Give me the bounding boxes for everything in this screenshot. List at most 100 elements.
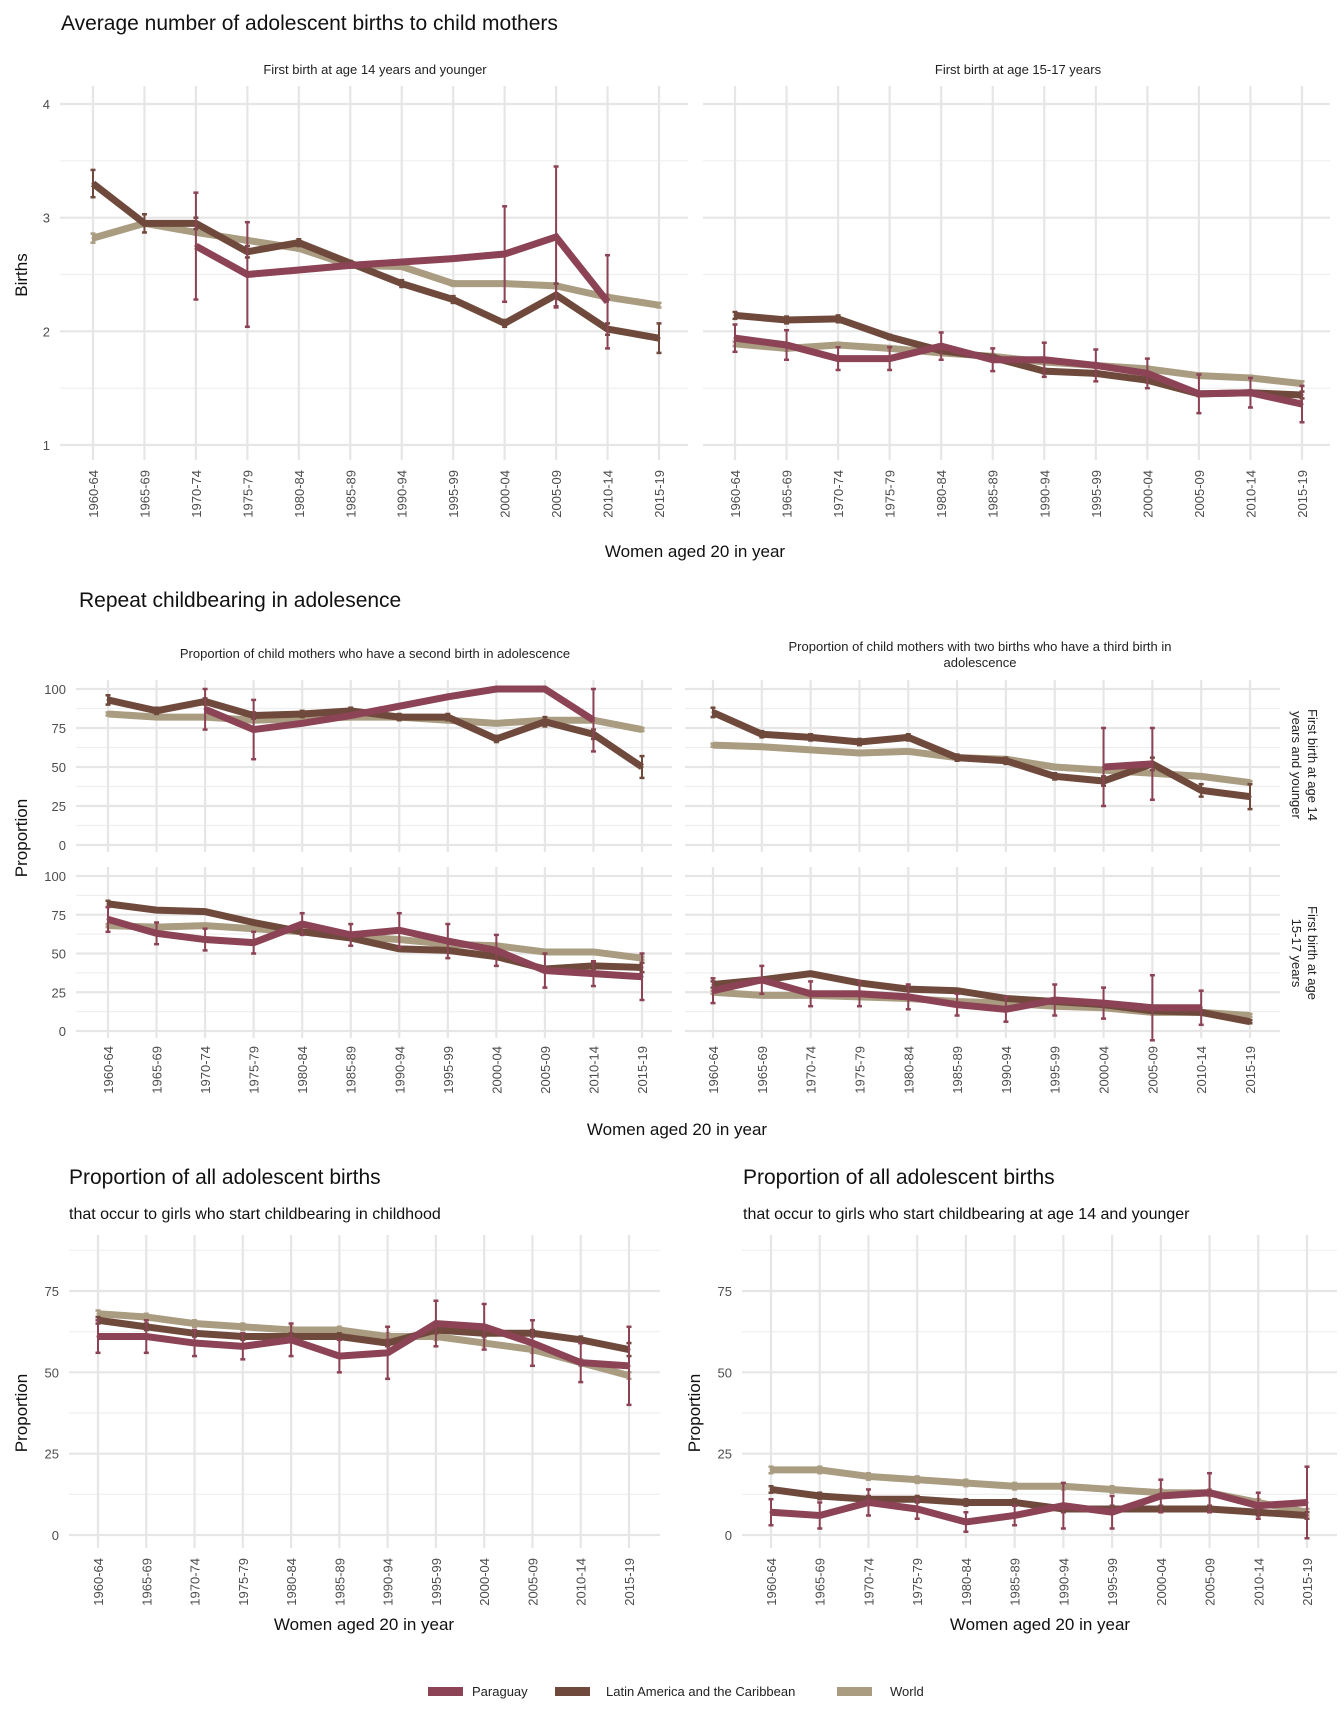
x-tick-label: 1970-74 bbox=[188, 1558, 203, 1606]
data-point bbox=[836, 357, 840, 361]
x-tick-label: 2005-09 bbox=[525, 1558, 540, 1606]
data-point bbox=[554, 235, 558, 239]
data-point bbox=[144, 1335, 148, 1339]
x-tick-label: 1960-64 bbox=[706, 1046, 721, 1094]
x-tick-label: 1975-79 bbox=[236, 1558, 251, 1606]
data-point bbox=[1102, 1001, 1106, 1005]
x-tick-label: 2015-19 bbox=[1295, 470, 1310, 518]
data-point bbox=[1053, 998, 1057, 1002]
data-point bbox=[400, 282, 404, 286]
y-tick-label: 3 bbox=[43, 211, 50, 226]
data-point bbox=[434, 1322, 438, 1326]
x-tick-label: 2000-04 bbox=[1097, 1046, 1112, 1094]
data-point bbox=[96, 1335, 100, 1339]
row-strip-15-17-line2: 15-17 years bbox=[1289, 919, 1304, 988]
legend-swatch-paraguay bbox=[428, 1687, 463, 1696]
data-point bbox=[915, 1478, 919, 1482]
data-point bbox=[155, 908, 159, 912]
x-tick-label: 2005-09 bbox=[549, 470, 564, 518]
x-tick-label: 1995-99 bbox=[1089, 470, 1104, 518]
panel-second_birth_14: 0 25 50 75 100 bbox=[44, 680, 672, 853]
y-tick-label: 25 bbox=[718, 1447, 732, 1462]
x-tick-label: 1985-89 bbox=[1008, 1558, 1023, 1606]
legend-label: World bbox=[890, 1684, 924, 1699]
y-tick-label: 100 bbox=[44, 682, 66, 697]
data-point bbox=[1013, 1513, 1017, 1517]
y-tick-label: 0 bbox=[725, 1528, 732, 1543]
data-point bbox=[657, 303, 661, 307]
data-point bbox=[991, 358, 995, 362]
data-point bbox=[915, 1507, 919, 1511]
data-point bbox=[818, 1468, 822, 1472]
y-tick-label: 25 bbox=[52, 985, 66, 1000]
x-tick-label: 1990-94 bbox=[1037, 470, 1052, 518]
x-axis-title-repeat: Women aged 20 in year bbox=[587, 1120, 768, 1139]
data-point bbox=[241, 1344, 245, 1348]
data-point bbox=[857, 740, 861, 744]
panel-share_childhood: 0 25 50 75 1960-64 1965-69 1970-74 1975-79 1980-… bbox=[45, 1235, 660, 1606]
section-title-share-14: Proportion of all adolescent births bbox=[743, 1166, 1055, 1189]
row-strip-14-line2: years and younger bbox=[1289, 711, 1304, 819]
data-point bbox=[809, 992, 813, 996]
data-point bbox=[769, 1468, 773, 1472]
data-point bbox=[1110, 1487, 1114, 1491]
data-point bbox=[252, 728, 256, 732]
data-point bbox=[591, 950, 595, 954]
x-tick-label: 1985-89 bbox=[332, 1558, 347, 1606]
data-point bbox=[530, 1341, 534, 1345]
x-tick-label: 2015-19 bbox=[1243, 1046, 1258, 1094]
x-tick-label: 1960-64 bbox=[86, 470, 101, 518]
data-point bbox=[297, 246, 301, 250]
series-line-latin-america-and-the-caribbean bbox=[711, 709, 1251, 801]
data-point bbox=[1305, 1500, 1309, 1504]
x-tick-label: 1995-99 bbox=[429, 1558, 444, 1606]
data-point bbox=[1248, 795, 1252, 799]
data-point bbox=[711, 710, 715, 714]
data-point bbox=[106, 917, 110, 921]
data-point bbox=[809, 735, 813, 739]
y-tick-label: 25 bbox=[45, 1447, 59, 1462]
data-point bbox=[906, 995, 910, 999]
x-tick-label: 2010-14 bbox=[574, 1558, 589, 1606]
x-tick-label: 1995-99 bbox=[446, 470, 461, 518]
data-point bbox=[203, 910, 207, 914]
x-tick-label: 2000-04 bbox=[498, 470, 513, 518]
data-point bbox=[337, 1328, 341, 1332]
x-tick-label: 1990-94 bbox=[999, 1046, 1014, 1094]
data-point bbox=[142, 221, 146, 225]
data-point bbox=[1150, 1006, 1154, 1010]
panel-share_14: 0 25 50 75 1960-64 1965-69 1970-74 1975-79 1980-… bbox=[718, 1235, 1337, 1606]
x-tick-label: 2010-14 bbox=[586, 1046, 601, 1094]
data-point bbox=[733, 313, 737, 317]
x-tick-label: 1985-89 bbox=[950, 1046, 965, 1094]
y-tick-label: 0 bbox=[59, 838, 66, 853]
data-point bbox=[1061, 1504, 1065, 1508]
x-tick-label: 1990-94 bbox=[381, 1558, 396, 1606]
section-title-share-childhood: Proportion of all adolescent births bbox=[69, 1166, 381, 1189]
data-point bbox=[397, 928, 401, 932]
x-tick-label: 1970-74 bbox=[861, 1558, 876, 1606]
data-point bbox=[1199, 1006, 1203, 1010]
series-line-world bbox=[97, 1310, 630, 1379]
data-point bbox=[106, 712, 110, 716]
data-point bbox=[300, 922, 304, 926]
data-point bbox=[503, 252, 507, 256]
data-point bbox=[809, 748, 813, 752]
legend: Paraguay Latin America and the Caribbean W… bbox=[428, 1684, 924, 1699]
data-point bbox=[451, 282, 455, 286]
y-tick-label: 75 bbox=[52, 721, 66, 736]
x-tick-label: 1985-89 bbox=[986, 470, 1001, 518]
data-point bbox=[446, 715, 450, 719]
data-point bbox=[579, 1338, 583, 1342]
data-point bbox=[1102, 765, 1106, 769]
x-tick-label: 2005-09 bbox=[1203, 1558, 1218, 1606]
y-axis-title-births: Births bbox=[12, 253, 31, 296]
panel-third_birth_15_17: 1960-64 1965-69 1970-74 1975-79 1980-84 1985-… bbox=[685, 867, 1280, 1094]
data-point bbox=[955, 989, 959, 993]
strip-title-third-birth-line2: adolescence bbox=[944, 655, 1017, 670]
y-tick-label: 2 bbox=[43, 324, 50, 339]
data-point bbox=[203, 924, 207, 928]
data-point bbox=[836, 343, 840, 347]
section-subtitle-share-childhood: that occur to girls who start childbeari… bbox=[69, 1206, 441, 1223]
x-tick-label: 1980-84 bbox=[284, 1558, 299, 1606]
